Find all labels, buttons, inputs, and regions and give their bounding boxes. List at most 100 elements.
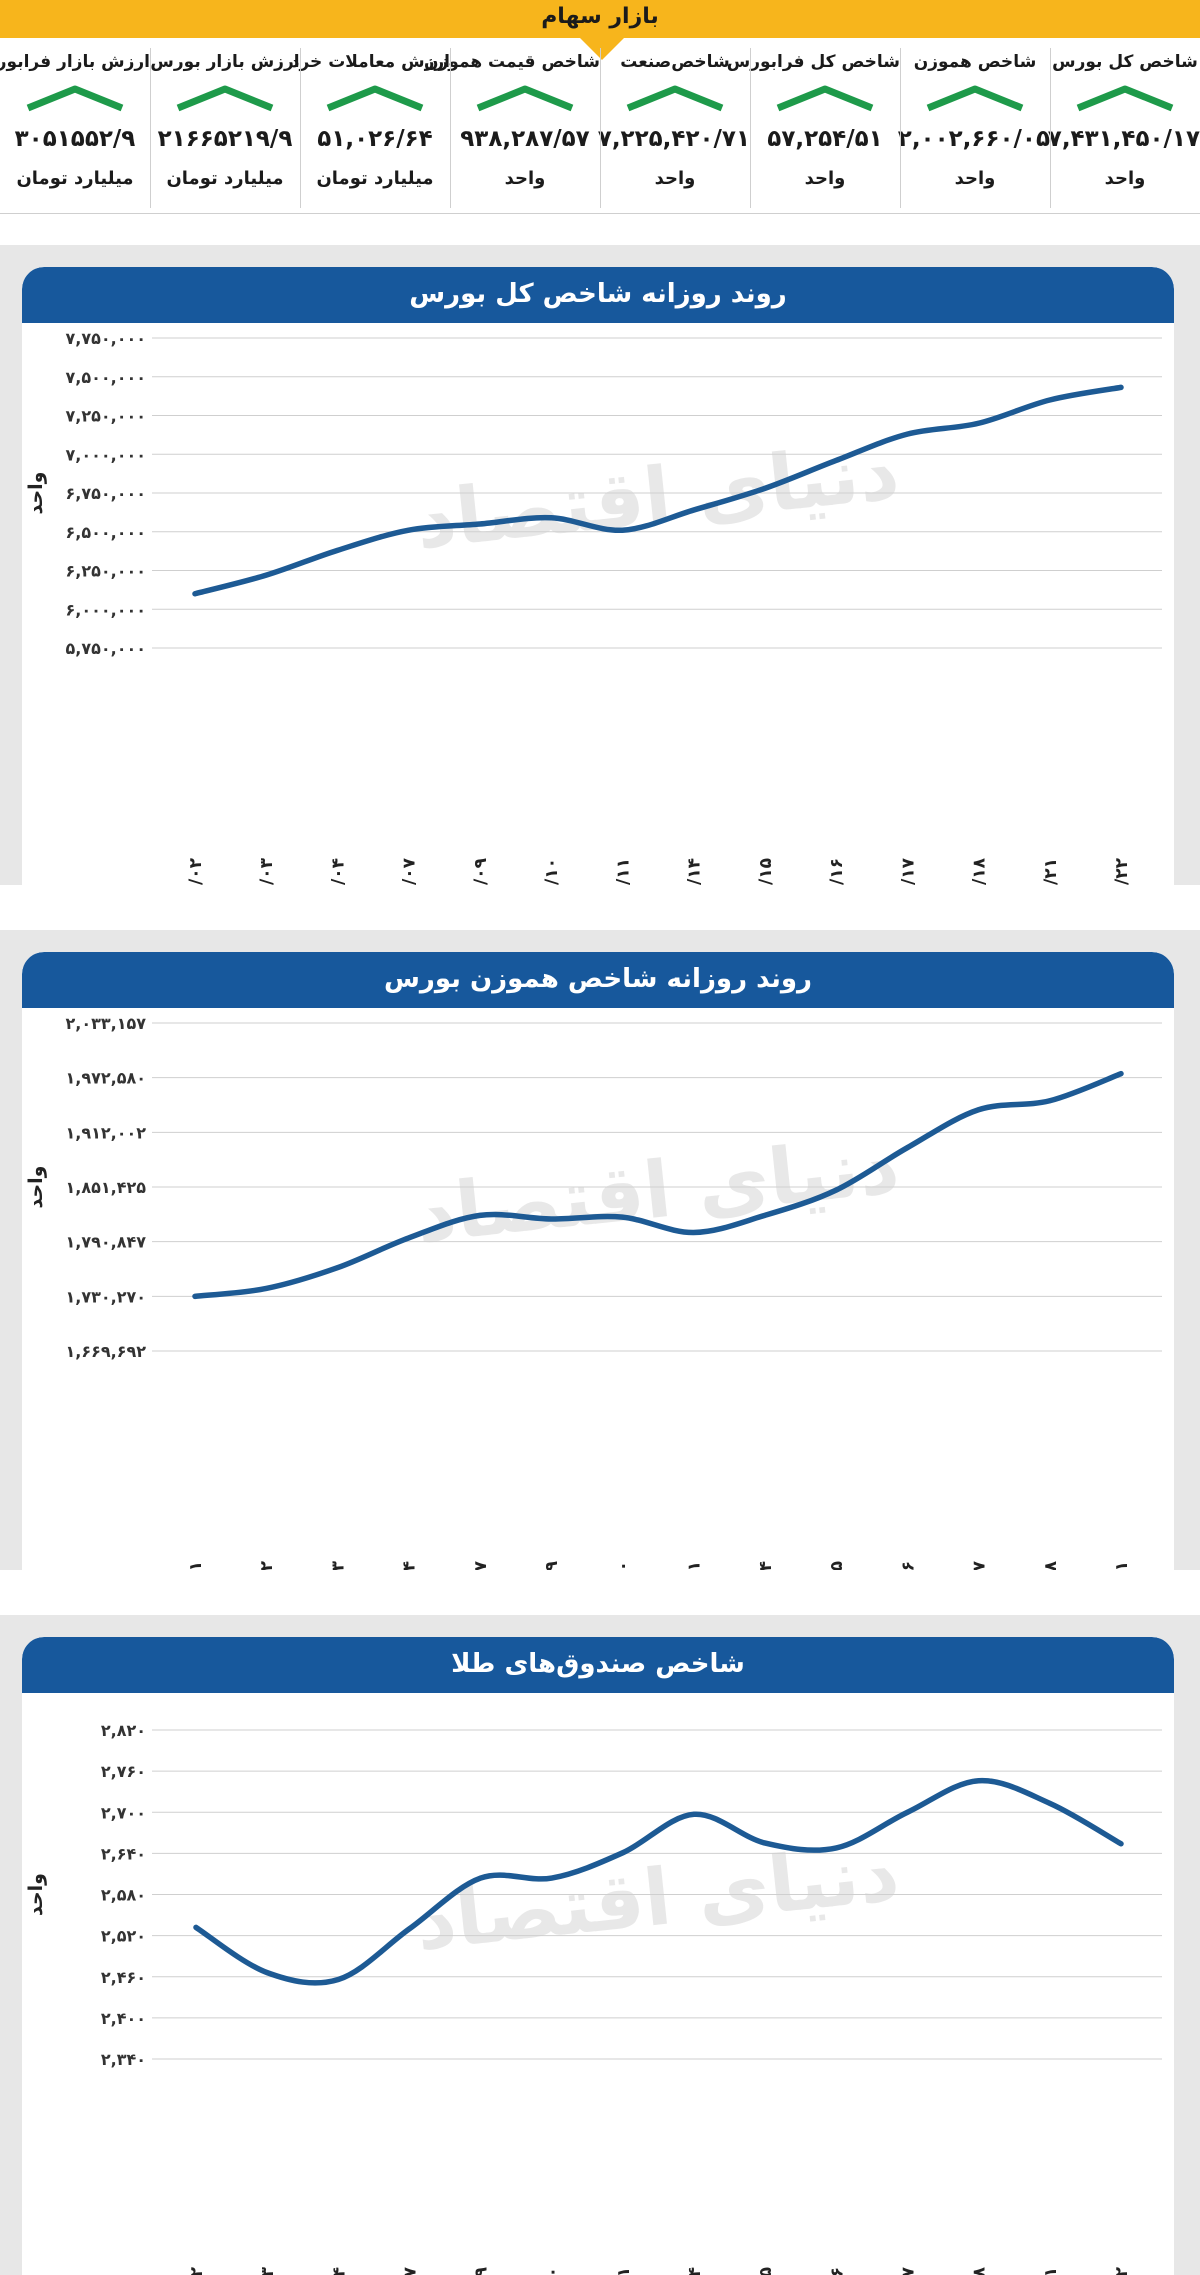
up-arrow-icon (1076, 85, 1174, 112)
x-tick-label: ۱۴۰۵/۰۶/۲۱ (1041, 2267, 1061, 2275)
chart-plot: دنیای اقتصاد۱,۶۶۹,۶۹۲۱,۷۳۰,۲۷۰۱,۷۹۰,۸۴۷۱… (25, 1014, 1162, 1570)
data-point (762, 485, 768, 491)
x-tick-label: ۱۴۰۵/۰۶/۱۱ (685, 1561, 705, 1570)
data-point (976, 1778, 982, 1784)
y-tick-label: ۲,۵۸۰ (101, 1886, 146, 1905)
data-point (264, 1970, 270, 1976)
data-point (1047, 1800, 1053, 1806)
data-point (334, 1265, 340, 1271)
stat-label: شاخص‌صنعت (620, 52, 730, 72)
x-tick-label: ۱۴۰۵/۰۶/۱۰ (613, 1561, 633, 1570)
x-tick-label: ۱۴۰۵/۰۶/۲۱ (1112, 1561, 1132, 1570)
x-tick-label: ۱۴۰۵/۰۶/۰۴ (400, 1561, 420, 1570)
stat-value: ۹۳۸,۲۸۷/۵۷ (460, 126, 590, 152)
x-tick-label: ۱۴۰۵/۰۶/۱۶ (827, 858, 847, 885)
x-tick-label: ۱۴۰۵/۰۶/۱۱ (613, 858, 633, 885)
stat-label: شاخص قیمت هموزن (424, 52, 600, 72)
up-arrow-icon (626, 85, 724, 112)
x-tick-label: ۱۴۰۵/۰۶/۱۵ (756, 2267, 776, 2275)
stat-label: ارزش معاملات خرد (290, 52, 450, 72)
x-tick-label: ۱۴۰۵/۰۶/۰۹ (471, 857, 491, 885)
chart-title: روند روزانه شاخص کل بورس (409, 279, 787, 309)
x-tick-label: ۱۴۰۵/۰۶/۱۴ (685, 858, 705, 885)
stat-item: ارزش بازار بورس ۲۱۶۶۵۲۱۹/۹ میلیارد تومان (150, 38, 300, 213)
data-point (620, 1850, 626, 1856)
data-point (1118, 1841, 1124, 1847)
x-tick-label: ۱۴۰۵/۰۶/۱۷ (970, 1560, 990, 1570)
data-point (549, 1875, 555, 1881)
data-point (1047, 397, 1053, 403)
stat-unit: واحد (654, 168, 696, 189)
stat-divider (450, 48, 451, 208)
stat-label: ارزش بازار فرابورس (0, 52, 150, 72)
x-tick-label: ۱۴۰۵/۰۶/۱۴ (756, 1561, 776, 1570)
stat-value: ۵۱,۰۲۶/۶۴ (317, 126, 433, 152)
data-point (976, 1107, 982, 1113)
data-point (691, 507, 697, 513)
data-point (263, 1285, 269, 1291)
data-point (619, 527, 625, 533)
stats-strip: شاخص کل بورس ۷,۴۳۱,۴۵۰/۱۷ واحد شاخص هموزن ۲,… (0, 38, 1200, 214)
data-point (334, 547, 340, 553)
x-tick-label: ۱۴۰۵/۰۶/۱۸ (970, 857, 990, 885)
page-title: بازار سهام (541, 4, 659, 29)
y-tick-label: ۲,۴۰۰ (101, 2009, 146, 2028)
data-point (477, 521, 483, 527)
chart-plot: دنیای اقتصاد ۵,۷۵۰,۰۰۰ ۶,۰۰۰,۰۰۰ ۶,۲۵۰,۰۰۰ ۶… (25, 329, 1162, 885)
x-tick-label: ۱۴۰۵/۰۶/۱۶ (827, 2267, 847, 2275)
stat-item: شاخص کل بورس ۷,۴۳۱,۴۵۰/۱۷ واحد (1048, 38, 1200, 213)
y-axis-label: واحد (25, 472, 47, 515)
data-point (904, 1145, 910, 1151)
data-point (477, 1212, 483, 1218)
series-line (193, 1777, 1124, 1986)
y-tick-label: ۶,۷۵۰,۰۰۰ (65, 484, 146, 503)
x-tick-label: ۱۴۰۵/۰۶/۰۱ (186, 1561, 206, 1570)
y-tick-label: ۲,۰۳۳,۱۵۷ (65, 1014, 146, 1033)
data-point (192, 591, 198, 597)
data-point (833, 1845, 839, 1851)
stat-unit: واحد (504, 168, 546, 189)
x-tick-label: ۱۴۰۵/۰۶/۰۴ (329, 2267, 349, 2275)
data-point (976, 420, 982, 426)
data-point (548, 515, 554, 521)
stat-label: ارزش بازار بورس (150, 52, 300, 72)
x-tick-label: ۱۴۰۵/۰۶/۲۲ (1112, 857, 1132, 885)
stat-value: ۲۱۶۶۵۲۱۹/۹ (157, 126, 293, 152)
x-tick-label: ۱۴۰۵/۰۶/۰۲ (186, 857, 206, 885)
x-tick-label: ۱۴۰۵/۰۶/۰۲ (187, 2266, 207, 2275)
x-tick-label: ۱۴۰۵/۰۶/۰۷ (400, 2266, 420, 2275)
data-point (691, 1230, 697, 1236)
market-header-bar: بازار سهام (0, 0, 1200, 60)
y-axis-label: واحد (25, 1166, 47, 1209)
y-tick-label: ۱,۸۵۱,۴۲۵ (65, 1178, 146, 1197)
x-tick-label: ۱۴۰۵/۰۶/۰۴ (328, 858, 348, 885)
data-point (762, 1840, 768, 1846)
watermark: دنیای اقتصاد (412, 427, 904, 567)
stat-label: شاخص کل بورس (1052, 52, 1198, 72)
stat-value: ۷,۲۲۵,۴۲۰/۷۱ (597, 126, 750, 152)
y-tick-label: ۷,۵۰۰,۰۰۰ (65, 368, 146, 387)
data-point (1118, 1071, 1124, 1077)
x-tick-label: ۱۴۰۵/۰۶/۱۴ (685, 2267, 705, 2275)
x-tick-label: ۱۴۰۵/۰۶/۰۳ (257, 857, 277, 885)
stat-value: ۳۰۵۱۵۵۲/۹ (14, 126, 136, 152)
y-tick-label: ۲,۷۶۰ (101, 1762, 146, 1781)
data-point (192, 1293, 198, 1299)
data-point (335, 1976, 341, 1982)
chart-card-gold-funds-index: شاخص صندوق‌های طلا دنیای اقتصاد ۲,۳۴۰ ۲,۴۰… (22, 1637, 1174, 2275)
y-tick-label: ۱,۷۳۰,۲۷۰ (65, 1287, 146, 1306)
chart-card-total-index: روند روزانه شاخص کل بورس دنیای اقتصاد ۵,۷… (22, 267, 1174, 885)
series-line (192, 384, 1124, 597)
x-tick-label: ۱۴۰۵/۰۶/۱۰ (543, 2267, 563, 2275)
chart-title: شاخص صندوق‌های طلا (451, 1649, 745, 1679)
data-point (548, 1216, 554, 1222)
x-tick-label: ۱۴۰۵/۰۶/۲۱ (1041, 858, 1061, 885)
y-tick-label: ۲,۴۶۰ (101, 1968, 146, 1987)
up-arrow-icon (176, 85, 274, 112)
chart-panel-3: شاخص صندوق‌های طلا دنیای اقتصاد ۲,۳۴۰ ۲,۴۰… (0, 1615, 1200, 2275)
data-point (762, 1212, 768, 1218)
stat-unit: میلیارد تومان (166, 168, 284, 189)
y-axis-label: واحد (25, 1873, 47, 1916)
x-tick-label: ۱۴۰۵/۰۶/۰۹ (542, 1560, 562, 1570)
stat-divider (600, 48, 601, 208)
